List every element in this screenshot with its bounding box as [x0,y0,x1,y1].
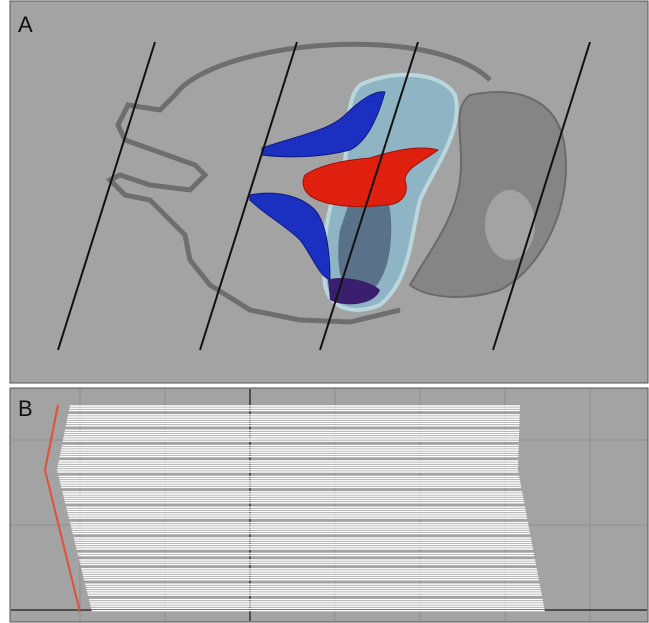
figure: A B [0,0,649,623]
panel-b: B [10,388,648,622]
figure-canvas: A B [0,0,649,623]
gray-hole [485,190,535,260]
panel-label: B [18,396,33,421]
panel-a: A [10,1,648,383]
panel-label: A [18,12,33,37]
